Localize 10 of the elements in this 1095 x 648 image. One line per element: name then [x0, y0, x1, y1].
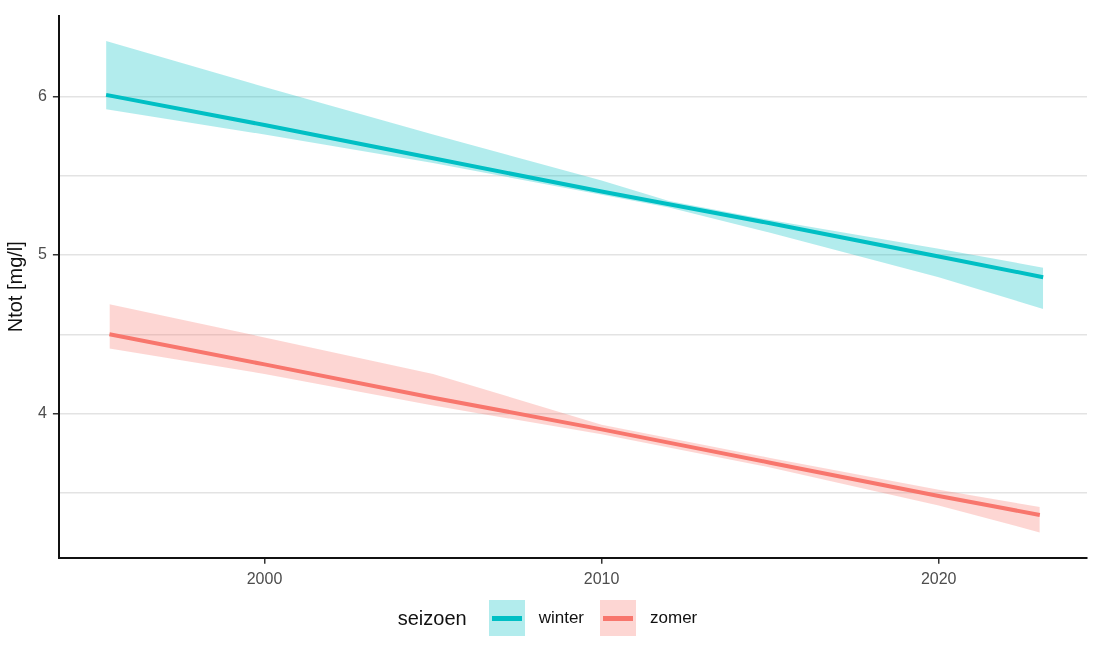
x-tick-label: 2020 — [920, 569, 957, 587]
legend-label: winter — [538, 608, 585, 628]
y-axis-title: Ntot [mg/l] — [3, 241, 26, 333]
x-tick-label: 2010 — [583, 569, 620, 587]
y-tick-label: 6 — [37, 86, 47, 104]
legend-label: zomer — [650, 608, 698, 628]
legend-title: seizoen — [397, 606, 467, 630]
y-tick-label: 5 — [37, 245, 47, 263]
y-tick-label: 4 — [37, 403, 47, 421]
x-tick-label: 2000 — [246, 569, 283, 587]
